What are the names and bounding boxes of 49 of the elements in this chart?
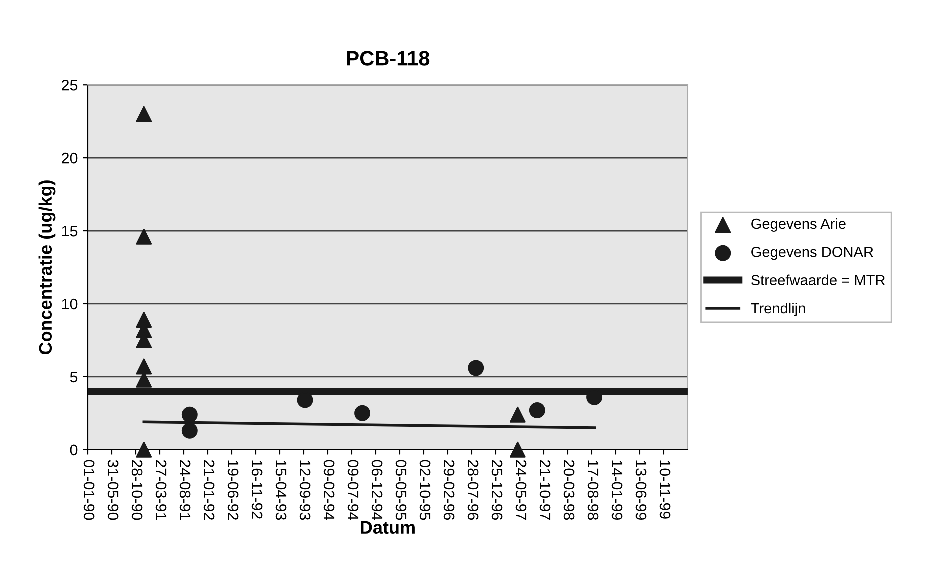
legend-label: Trendlijn	[751, 302, 806, 317]
y-tick-label: 15	[62, 226, 78, 237]
x-tick-label: 16-11-92	[252, 460, 263, 519]
x-tick-label: 28-07-96	[468, 460, 479, 520]
chart-title: PCB-118	[347, 51, 430, 66]
y-tick-label: 20	[62, 152, 78, 164]
x-tick-label: 24-08-91	[180, 460, 191, 520]
point	[510, 406, 526, 423]
x-tick-label: 05-05-95	[396, 460, 407, 520]
x-axis-title: Datum	[361, 521, 415, 534]
x-tick-label: 28-10-90	[132, 460, 143, 520]
x-tick-label: 19-06-92	[228, 460, 239, 520]
x-tick-label: 25-12-96	[492, 460, 503, 520]
x-tick-label: 14-01-99	[612, 460, 623, 520]
x-tick-label: 21-01-92	[204, 460, 215, 520]
x-tick-label: 10-11-99	[660, 460, 671, 519]
x-tick-label: 12-09-93	[300, 460, 311, 520]
point	[468, 360, 484, 376]
x-tick-label: 01-01-90	[84, 460, 95, 520]
y-axis-title: Concentratie (ug/kg)	[38, 180, 56, 355]
y-tick-label: 5	[70, 372, 78, 383]
point	[529, 402, 546, 418]
x-tick-label: 09-07-94	[348, 460, 359, 520]
x-tick-label: 24-05-97	[516, 460, 527, 520]
x-tick-label: 29-02-96	[444, 460, 455, 520]
x-tick-label: 15-04-93	[276, 460, 287, 520]
point	[136, 358, 152, 375]
x-tick-label: 02-10-95	[420, 460, 431, 520]
point	[136, 442, 152, 458]
x-tick-label: 20-03-98	[564, 460, 575, 520]
point	[182, 406, 198, 423]
x-tick-label: 31-05-90	[108, 460, 119, 520]
legend-label: Gegevens Arie	[752, 218, 846, 232]
point	[354, 405, 371, 422]
y-tick-label: 25	[62, 80, 78, 91]
point	[510, 442, 526, 458]
point	[136, 106, 152, 122]
x-tick-label: 09-02-94	[324, 460, 335, 520]
y-tick-label: 0	[70, 444, 78, 456]
point	[182, 422, 198, 439]
x-tick-label: 21-10-97	[540, 460, 551, 520]
x-tick-label: 27-03-91	[156, 460, 167, 520]
x-tick-label: 13-06-99	[636, 460, 647, 520]
point	[136, 228, 152, 245]
x-tick-label: 17-08-98	[588, 460, 599, 520]
legend-label: Gegevens DONAR	[752, 246, 874, 260]
x-tick-label: 06-12-94	[372, 460, 383, 520]
y-tick-label: 10	[62, 298, 78, 310]
legend-label: Streefwaarde = MTR	[752, 274, 886, 286]
